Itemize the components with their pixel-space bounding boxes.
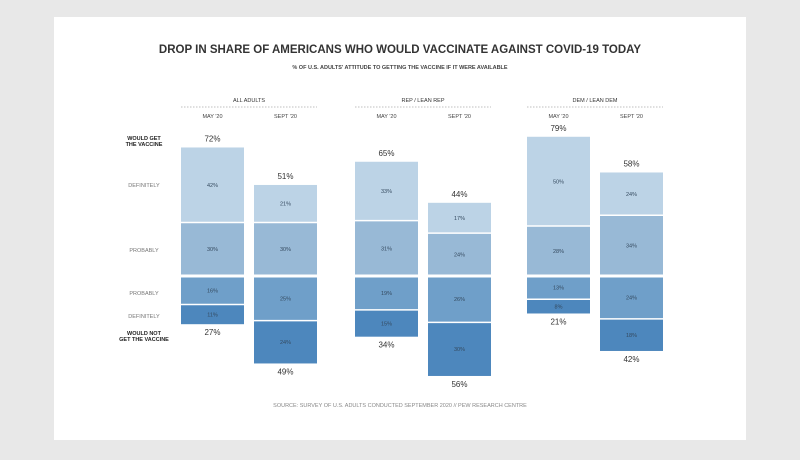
- bar-segment-definitely-not: [600, 318, 663, 351]
- total-would-not-label: 56%: [451, 380, 467, 389]
- total-would-not-label: 42%: [623, 355, 639, 364]
- bar-segment-probably-get: [355, 220, 418, 276]
- total-would-get-label: 44%: [451, 190, 467, 199]
- data-label-definitely-get: 42%: [207, 183, 218, 189]
- period-label: MAY '20: [376, 114, 396, 120]
- row-label-definitely-bottom: DEFINITELY: [128, 314, 160, 320]
- row-label-would-not-1: WOULD NOT: [127, 331, 162, 337]
- bar-segment-probably-get: [527, 226, 590, 276]
- data-label-probably-not: 25%: [280, 296, 291, 302]
- bars-layer: ALL ADULTS MAY '20 42% 30% 16% 11% 72% 27% SEPT …: [181, 98, 663, 389]
- data-label-definitely-get: 33%: [381, 189, 392, 195]
- data-label-probably-not: 26%: [454, 297, 465, 303]
- data-label-probably-not: 19%: [381, 291, 392, 297]
- data-label-probably-get: 28%: [553, 249, 564, 255]
- data-label-probably-not: 24%: [626, 295, 637, 301]
- data-label-definitely-not: 24%: [280, 340, 291, 346]
- group-label: REP / LEAN REP: [402, 98, 445, 104]
- total-would-get-label: 58%: [623, 159, 639, 168]
- bar-segment-definitely-get: [527, 136, 590, 227]
- bar-segment-probably-get: [428, 233, 491, 276]
- total-would-get-label: 51%: [277, 172, 293, 181]
- row-label-would-get-1: WOULD GET: [127, 136, 161, 142]
- data-label-definitely-not: 11%: [207, 312, 218, 318]
- row-label-probably-top: PROBABLY: [129, 248, 159, 254]
- data-label-probably-get: 24%: [454, 253, 465, 259]
- row-label-would-get-2: THE VACCINE: [126, 142, 163, 148]
- bar-segment-probably-not: [527, 276, 590, 300]
- total-would-not-label: 34%: [378, 341, 394, 350]
- row-label-probably-bottom: PROBABLY: [129, 291, 159, 297]
- total-would-get-label: 65%: [378, 149, 394, 158]
- period-label: MAY '20: [548, 114, 568, 120]
- total-would-not-label: 27%: [204, 328, 220, 337]
- bar-segment-probably-not: [355, 276, 418, 310]
- data-label-probably-not: 13%: [553, 286, 564, 292]
- data-label-probably-get: 31%: [381, 246, 392, 252]
- bar-segment-definitely-get: [254, 184, 317, 223]
- bar-segment-probably-not: [181, 276, 244, 305]
- period-label: SEPT '20: [274, 114, 297, 120]
- data-label-probably-get: 30%: [280, 247, 291, 253]
- data-label-probably-get: 34%: [626, 244, 637, 250]
- data-label-definitely-not: 18%: [626, 333, 637, 339]
- bar-segment-probably-get: [181, 222, 244, 276]
- data-label-probably-get: 30%: [207, 247, 218, 253]
- period-label: SEPT '20: [448, 114, 471, 120]
- total-would-get-label: 79%: [550, 124, 566, 133]
- bar-segment-definitely-not: [527, 299, 590, 314]
- bar-segment-definitely-get: [600, 172, 663, 216]
- data-label-probably-not: 16%: [207, 288, 218, 294]
- data-label-definitely-get: 21%: [280, 202, 291, 208]
- chart-subtitle: % OF U.S. ADULTS' ATTITUDE TO GETTING TH…: [292, 65, 508, 71]
- source-note: SOURCE: SURVEY OF U.S. ADULTS CONDUCTED …: [273, 403, 527, 409]
- bar-segment-probably-not: [600, 276, 663, 319]
- bar-segment-definitely-not: [355, 309, 418, 337]
- group-label: ALL ADULTS: [233, 98, 265, 104]
- bar-segment-definitely-not: [181, 304, 244, 325]
- bar-segment-definitely-get: [355, 161, 418, 221]
- period-label: MAY '20: [202, 114, 222, 120]
- data-label-definitely-not: 15%: [381, 321, 392, 327]
- data-label-definitely-get: 50%: [553, 179, 564, 185]
- bar-segment-probably-get: [600, 215, 663, 276]
- bar-segment-probably-get: [254, 222, 317, 276]
- row-label-would-not-2: GET THE VACCINE: [119, 337, 169, 343]
- row-label-definitely-top: DEFINITELY: [128, 183, 160, 189]
- data-label-definitely-get: 24%: [626, 192, 637, 198]
- bar-segment-probably-not: [428, 276, 491, 323]
- bar-segment-definitely-not: [254, 320, 317, 364]
- bar-segment-definitely-not: [428, 322, 491, 376]
- total-would-get-label: 72%: [204, 134, 220, 143]
- total-would-not-label: 49%: [277, 367, 293, 376]
- group-label: DEM / LEAN DEM: [573, 98, 618, 104]
- period-label: SEPT '20: [620, 114, 643, 120]
- bar-segment-probably-not: [254, 276, 317, 321]
- bar-segment-definitely-get: [181, 147, 244, 223]
- bar-segment-definitely-get: [428, 202, 491, 234]
- chart-title: DROP IN SHARE OF AMERICANS WHO WOULD VAC…: [159, 44, 642, 56]
- data-label-definitely-not: 8%: [555, 304, 563, 310]
- total-would-not-label: 21%: [550, 317, 566, 326]
- data-label-definitely-not: 30%: [454, 347, 465, 353]
- data-label-definitely-get: 17%: [454, 216, 465, 222]
